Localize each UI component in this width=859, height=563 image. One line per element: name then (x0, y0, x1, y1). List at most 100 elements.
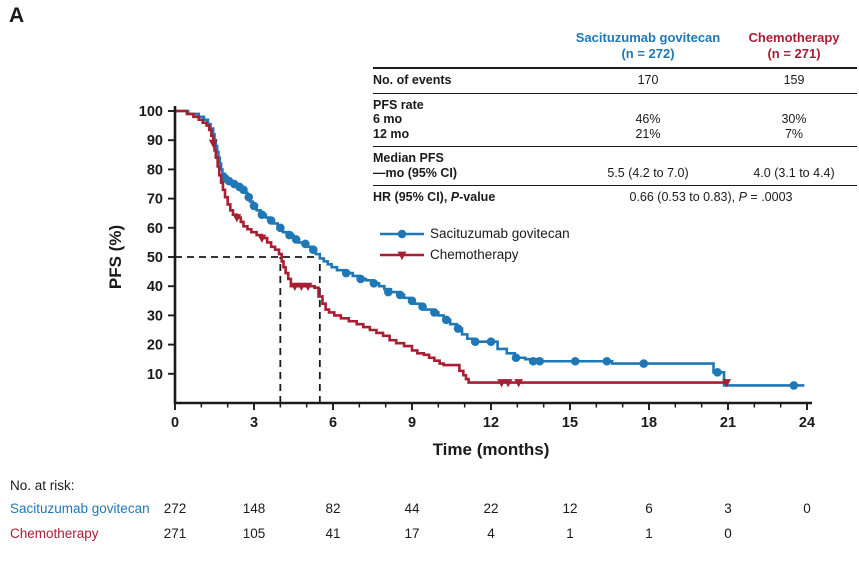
censor-triangle (208, 139, 218, 148)
x-tick-label: 24 (799, 415, 815, 431)
median-pfs-sub-label: —mo (95% CI) (373, 165, 458, 180)
censor-circle (308, 245, 318, 254)
censor-circle (395, 290, 405, 300)
x-tick-label: 9 (408, 415, 416, 431)
censor-circle (528, 356, 538, 366)
legend: Sacituzumab govitecan Chemotherapy (380, 225, 570, 267)
risk-count: 272 (163, 501, 187, 516)
risk-count: 148 (242, 501, 266, 516)
censor-circle (486, 337, 496, 346)
events-value-chemo: 159 (783, 73, 805, 87)
censor-triangle (290, 282, 300, 291)
column-header-sacituzumab-n: (n = 272) (621, 46, 675, 61)
legend-label-chemotherapy: Chemotherapy (430, 246, 519, 262)
censor-circle (301, 239, 310, 249)
column-header-sacituzumab: Sacituzumab govitecan (n = 272) (565, 30, 731, 62)
risk-count: 1 (566, 526, 574, 541)
censor-triangle (722, 379, 732, 388)
risk-count: 105 (242, 526, 266, 541)
km-curve-1 (175, 109, 728, 384)
risk-count: 44 (404, 501, 420, 516)
x-tick-label: 21 (720, 415, 736, 431)
x-tick-label: 18 (641, 415, 657, 431)
censor-circle (257, 210, 267, 219)
x-tick-label: 15 (562, 415, 578, 431)
pfs-rate-label: PFS rate (373, 97, 424, 112)
risk-count: 12 (562, 501, 578, 516)
pfs-rate-6mo-label: 6 mo (373, 112, 403, 126)
risk-count: 3 (724, 501, 732, 516)
column-header-sacituzumab-name: Sacituzumab govitecan (575, 30, 721, 45)
censor-circle (276, 223, 285, 233)
row-hazard-ratio: HR (95% CI), P-value 0.66 (0.53 to 0.83)… (373, 186, 857, 210)
pfs-rate-6mo-sg: 46% (635, 112, 661, 126)
row-pfs-rate: PFS rate 6 mo 46% 30% 12 mo 21% 7% (373, 94, 857, 147)
censor-circle (470, 337, 480, 346)
censor-triangle (257, 234, 267, 243)
censor-circle (291, 235, 301, 244)
censor-circle (249, 201, 259, 211)
censor-circle (244, 192, 254, 202)
censor-circle (441, 315, 451, 325)
y-tick-label: 20 (147, 338, 163, 354)
censor-circle (789, 381, 799, 390)
censor-triangle (303, 282, 313, 291)
hr-value: 0.66 (0.53 to 0.83), P = .0003 (629, 190, 793, 204)
y-axis-title: PFS (%) (106, 224, 125, 290)
x-tick-label: 6 (329, 415, 337, 431)
pfs-rate-12mo-chemo: 7% (784, 126, 804, 141)
panel-label: A (9, 4, 25, 27)
risk-count: 271 (163, 526, 187, 541)
censor-triangle (503, 379, 513, 388)
censor-circle (430, 308, 439, 317)
y-tick-label: 60 (147, 221, 163, 237)
x-tick-label: 3 (250, 415, 258, 431)
x-axis-title: Time (months) (432, 440, 550, 459)
risk-count: 0 (724, 526, 732, 541)
censor-circle (285, 230, 294, 240)
y-tick-label: 70 (147, 192, 163, 208)
hr-label: HR (95% CI), P-value (373, 190, 496, 204)
y-tick-label: 100 (139, 104, 163, 120)
censor-circle (713, 368, 722, 377)
censor-circle (239, 185, 248, 195)
risk-count: 4 (487, 526, 495, 541)
legend-line-circle-icon (380, 227, 424, 239)
censor-circle (570, 356, 580, 366)
y-tick-label: 10 (147, 367, 163, 383)
stats-table: Sacituzumab govitecan (n = 272) Chemothe… (373, 28, 857, 210)
events-label: No. of events (373, 73, 452, 87)
risk-count: 6 (645, 501, 653, 516)
row-no-of-events: No. of events 170 159 (373, 69, 857, 94)
y-tick-label: 90 (147, 133, 163, 149)
y-tick-label: 50 (147, 250, 163, 266)
censor-circle (453, 324, 463, 333)
censor-circle (369, 278, 379, 288)
y-tick-label: 80 (147, 162, 163, 178)
risk-row-label-sacituzumab: Sacituzumab govitecan (10, 501, 150, 516)
censor-circle (407, 296, 417, 306)
legend-item-chemotherapy: Chemotherapy (380, 246, 570, 262)
risk-count: 41 (325, 526, 341, 541)
censor-circle (356, 274, 365, 284)
censor-triangle (232, 214, 242, 223)
pfs-rate-6mo-chemo: 30% (781, 112, 807, 126)
y-tick-label: 30 (147, 308, 163, 324)
censor-circle (383, 287, 393, 297)
column-header-chemotherapy-name: Chemotherapy (748, 30, 840, 45)
risk-count: 22 (483, 501, 499, 516)
pfs-rate-12mo-sg: 21% (635, 126, 661, 141)
x-tick-label: 0 (171, 415, 179, 431)
censor-circle (418, 302, 427, 311)
censor-circle (602, 356, 612, 366)
censor-circle (639, 359, 649, 368)
x-tick-label: 12 (483, 415, 499, 431)
risk-count: 1 (645, 526, 653, 541)
y-tick-label: 40 (147, 279, 163, 295)
risk-count: 0 (803, 501, 811, 516)
stats-table-header: Sacituzumab govitecan (n = 272) Chemothe… (373, 28, 857, 69)
legend-label-sacituzumab: Sacituzumab govitecan (430, 225, 570, 241)
censor-circle (266, 216, 276, 225)
